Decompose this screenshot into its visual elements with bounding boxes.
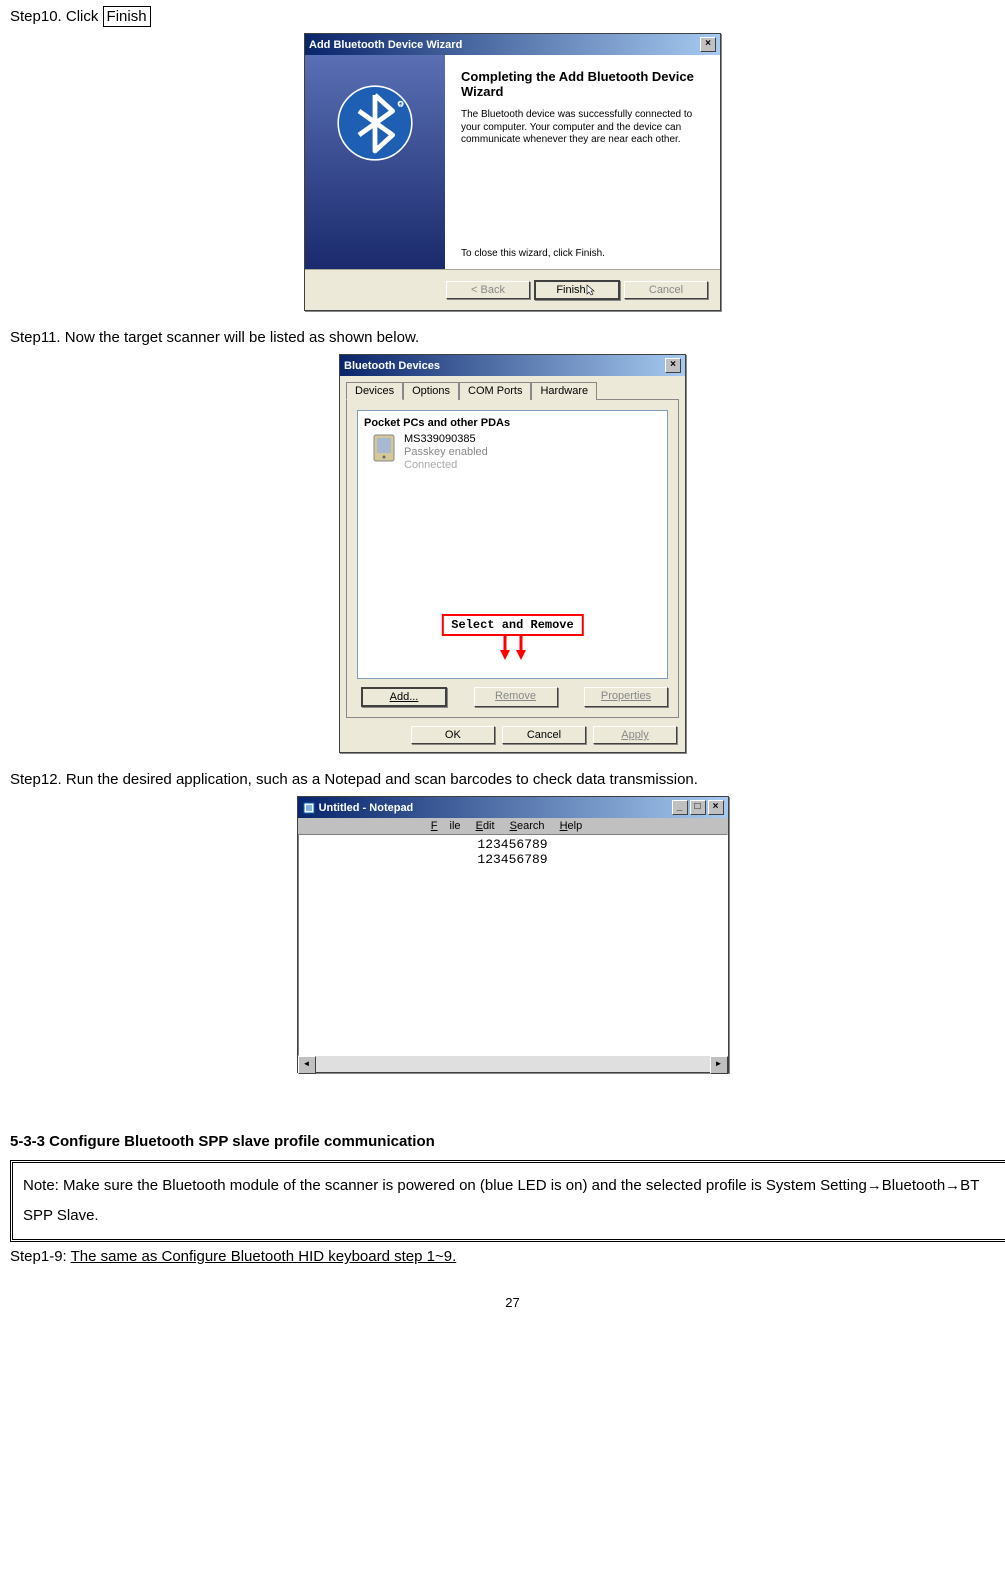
device-listbox: Pocket PCs and other PDAs MS339090385 Pa… — [357, 410, 668, 679]
wizard-close-text: To close this wizard, click Finish. — [461, 248, 605, 259]
apply-button[interactable]: Apply — [593, 726, 677, 744]
wizard-sidebar: R — [305, 55, 445, 269]
cancel-button[interactable]: Cancel — [624, 281, 708, 299]
wizard-body-text: The Bluetooth device was successfully co… — [461, 109, 704, 147]
cancel-button[interactable]: Cancel — [502, 726, 586, 744]
device-conn: Connected — [404, 459, 488, 472]
notepad-line2: 123456789 — [303, 852, 723, 867]
device-status: Passkey enabled — [404, 446, 488, 459]
window-controls: _ □ × — [672, 800, 724, 815]
menu-file[interactable]: File — [431, 820, 461, 832]
step11-line: Step11. Now the target scanner will be l… — [10, 329, 1005, 346]
device-item[interactable]: MS339090385 Passkey enabled Connected — [370, 433, 661, 473]
maximize-icon[interactable]: □ — [690, 800, 706, 815]
minimize-icon[interactable]: _ — [672, 800, 688, 815]
pda-icon — [370, 433, 398, 463]
page-number: 27 — [10, 1295, 1005, 1310]
btdlg-titlebar: Bluetooth Devices × — [340, 355, 685, 376]
step1-9-line: Step1-9: The same as Configure Bluetooth… — [10, 1248, 1005, 1265]
properties-button[interactable]: Properties — [584, 687, 668, 707]
notepad-titlebar: Untitled - Notepad _ □ × — [298, 797, 728, 818]
add-bt-wizard-dialog: Add Bluetooth Device Wizard × R Completi… — [304, 33, 721, 311]
wizard-heading: Completing the Add Bluetooth Device Wiza… — [461, 69, 704, 99]
finish-button[interactable]: Finish — [534, 280, 620, 300]
svg-text:R: R — [398, 102, 403, 109]
scroll-left-icon[interactable]: ◄ — [298, 1056, 316, 1074]
dialog-button-row: OK Cancel Apply — [340, 718, 685, 752]
wizard-title: Add Bluetooth Device Wizard — [309, 39, 462, 51]
note-box: Note: Make sure the Bluetooth module of … — [10, 1160, 1005, 1242]
section-heading: 5-3-3 Configure Bluetooth SPP slave prof… — [10, 1133, 1005, 1150]
notepad-window: Untitled - Notepad _ □ × File Edit Searc… — [297, 796, 729, 1073]
notepad-line1: 123456789 — [303, 837, 723, 852]
bluetooth-icon: R — [335, 83, 415, 163]
notepad-body[interactable]: 123456789 123456789 — [298, 834, 728, 1056]
step10-label: Step10. Click — [10, 8, 103, 25]
red-arrow-icon — [493, 636, 533, 660]
wizard-figure: Add Bluetooth Device Wizard × R Completi… — [10, 33, 1005, 311]
back-button[interactable]: < Back — [446, 281, 530, 299]
btdevices-figure: Bluetooth Devices × Devices Options COM … — [10, 354, 1005, 753]
menu-edit[interactable]: Edit — [476, 820, 495, 832]
tab-comports[interactable]: COM Ports — [459, 382, 531, 400]
tab-row: Devices Options COM Ports Hardware — [346, 382, 679, 400]
device-name: MS339090385 — [404, 433, 488, 446]
menu-help[interactable]: Help — [560, 820, 583, 832]
btdlg-title: Bluetooth Devices — [344, 360, 440, 372]
device-group-label: Pocket PCs and other PDAs — [364, 417, 661, 429]
close-icon[interactable]: × — [700, 37, 716, 52]
notepad-title: Untitled - Notepad — [302, 801, 414, 815]
tab-options[interactable]: Options — [403, 382, 459, 400]
step10-line: Step10. Click Finish — [10, 8, 1005, 25]
step1-9-label: Step1-9: — [10, 1248, 71, 1265]
step10-finish-box: Finish — [103, 6, 151, 27]
tab-devices[interactable]: Devices — [346, 382, 403, 400]
scroll-right-icon[interactable]: ► — [710, 1056, 728, 1074]
scrollbar-horizontal[interactable]: ◄ ► — [298, 1056, 728, 1072]
cursor-icon — [586, 284, 598, 296]
notepad-icon — [302, 801, 316, 815]
wizard-main: Completing the Add Bluetooth Device Wiza… — [445, 55, 720, 269]
menu-search[interactable]: Search — [510, 820, 545, 832]
step1-9-link: The same as Configure Bluetooth HID keyb… — [71, 1248, 457, 1265]
wizard-titlebar: Add Bluetooth Device Wizard × — [305, 34, 720, 55]
wizard-button-row: < BackFinishCancel — [305, 269, 720, 310]
tab-hardware[interactable]: Hardware — [531, 382, 597, 400]
step12-line: Step12. Run the desired application, suc… — [10, 771, 1005, 788]
remove-button[interactable]: Remove — [474, 687, 558, 707]
bt-devices-dialog: Bluetooth Devices × Devices Options COM … — [339, 354, 686, 753]
notepad-menubar: File Edit Search Help — [298, 818, 728, 834]
device-text: MS339090385 Passkey enabled Connected — [404, 433, 488, 473]
ok-button[interactable]: OK — [411, 726, 495, 744]
add-button[interactable]: Add... — [361, 687, 447, 707]
notepad-figure: Untitled - Notepad _ □ × File Edit Searc… — [10, 796, 1005, 1073]
wizard-body: R Completing the Add Bluetooth Device Wi… — [305, 55, 720, 269]
close-icon[interactable]: × — [708, 800, 724, 815]
tab-container: Devices Options COM Ports Hardware Pocke… — [340, 376, 685, 718]
panel-button-row: Add... Remove Properties — [357, 687, 668, 707]
tab-panel: Pocket PCs and other PDAs MS339090385 Pa… — [346, 399, 679, 718]
close-icon[interactable]: × — [665, 358, 681, 373]
select-remove-callout: Select and Remove — [441, 614, 583, 636]
